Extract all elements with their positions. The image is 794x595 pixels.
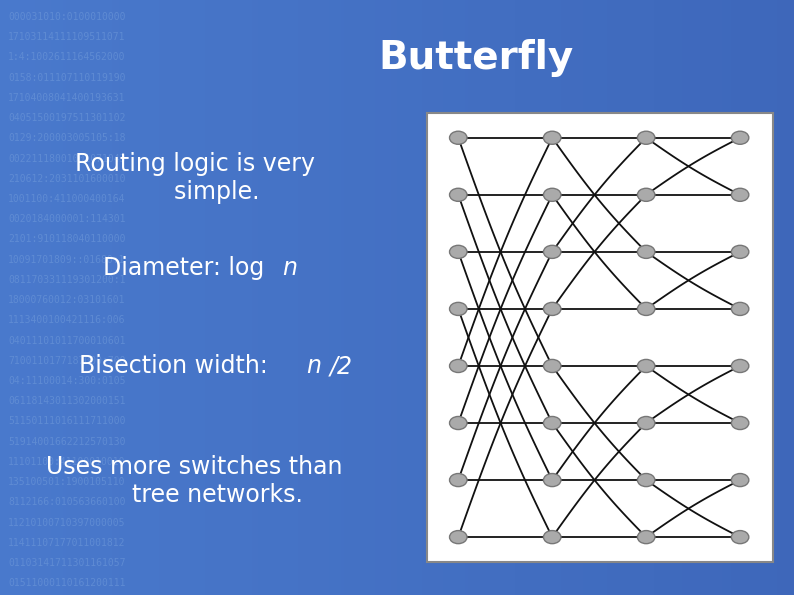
Circle shape [638, 416, 655, 430]
Circle shape [449, 416, 467, 430]
Text: 10091701809::01680:1: 10091701809::01680:1 [8, 255, 125, 265]
Text: 0020184000001:114301: 0020184000001:114301 [8, 214, 125, 224]
Text: 0129:200003005105:18: 0129:200003005105:18 [8, 133, 125, 143]
Text: 18000760012:03101601: 18000760012:03101601 [8, 295, 125, 305]
Circle shape [543, 474, 561, 487]
Circle shape [731, 245, 749, 258]
Text: Routing logic is very
      simple.: Routing logic is very simple. [75, 152, 314, 203]
Text: n: n [282, 256, 297, 280]
Text: Bisection width:: Bisection width: [79, 354, 276, 378]
Text: 11210100710397000005: 11210100710397000005 [8, 518, 125, 528]
Circle shape [543, 188, 561, 201]
Text: 1001100:411000400164: 1001100:411000400164 [8, 194, 125, 204]
Text: 135100501:1900105110: 135100501:1900105110 [8, 477, 125, 487]
Circle shape [449, 188, 467, 201]
Text: n: n [306, 354, 321, 378]
Circle shape [449, 302, 467, 315]
Text: 04:11100014:300:0105: 04:11100014:300:0105 [8, 376, 125, 386]
Text: 000031010:0100010000: 000031010:0100010000 [8, 12, 125, 22]
Circle shape [731, 474, 749, 487]
Text: 210612:2031101600010: 210612:2031101600010 [8, 174, 125, 184]
Text: 00221118001001071043: 00221118001001071043 [8, 154, 125, 164]
Circle shape [638, 131, 655, 145]
Text: Uses more switches than
      tree networks.: Uses more switches than tree networks. [46, 455, 343, 507]
Circle shape [543, 359, 561, 372]
Circle shape [731, 188, 749, 201]
Circle shape [449, 245, 467, 258]
Circle shape [731, 416, 749, 430]
Circle shape [731, 302, 749, 315]
Text: 7100110177187000:700: 7100110177187000:700 [8, 356, 125, 366]
Circle shape [543, 531, 561, 544]
Text: Butterfly: Butterfly [379, 39, 574, 77]
Text: 51914001662212570130: 51914001662212570130 [8, 437, 125, 447]
Text: 1:4:1002611164562000: 1:4:1002611164562000 [8, 52, 125, 62]
Text: 17103114111109511071: 17103114111109511071 [8, 32, 125, 42]
Circle shape [543, 302, 561, 315]
Text: 01103141711301161057: 01103141711301161057 [8, 558, 125, 568]
Circle shape [638, 474, 655, 487]
Text: 1113400100421116:006: 1113400100421116:006 [8, 315, 125, 325]
Text: /2: /2 [330, 354, 353, 378]
Text: 11101100:41100010010: 11101100:41100010010 [8, 457, 125, 467]
Circle shape [449, 131, 467, 145]
Text: Diameter: log: Diameter: log [103, 256, 272, 280]
Circle shape [638, 245, 655, 258]
Text: 01511000110161200111: 01511000110161200111 [8, 578, 125, 588]
Text: 2101:910118040110000: 2101:910118040110000 [8, 234, 125, 245]
Text: 0158:011107110119190: 0158:011107110119190 [8, 73, 125, 83]
Circle shape [731, 131, 749, 145]
Circle shape [543, 131, 561, 145]
Circle shape [638, 188, 655, 201]
Bar [427, 113, 773, 562]
Circle shape [543, 416, 561, 430]
Circle shape [638, 531, 655, 544]
Text: 8112166:010563660100: 8112166:010563660100 [8, 497, 125, 508]
Text: 17104008041400193631: 17104008041400193631 [8, 93, 125, 103]
Circle shape [638, 302, 655, 315]
Circle shape [449, 474, 467, 487]
Text: 081170331119301200:1: 081170331119301200:1 [8, 275, 125, 285]
Text: 06118143011302000151: 06118143011302000151 [8, 396, 125, 406]
Circle shape [638, 359, 655, 372]
Text: 04011101011700010601: 04011101011700010601 [8, 336, 125, 346]
Circle shape [731, 531, 749, 544]
Circle shape [731, 359, 749, 372]
Circle shape [449, 531, 467, 544]
Circle shape [543, 245, 561, 258]
Circle shape [449, 359, 467, 372]
Text: 04051500197511301102: 04051500197511301102 [8, 113, 125, 123]
Text: 11411107177011001812: 11411107177011001812 [8, 538, 125, 548]
Text: 51150111016111711000: 51150111016111711000 [8, 416, 125, 427]
